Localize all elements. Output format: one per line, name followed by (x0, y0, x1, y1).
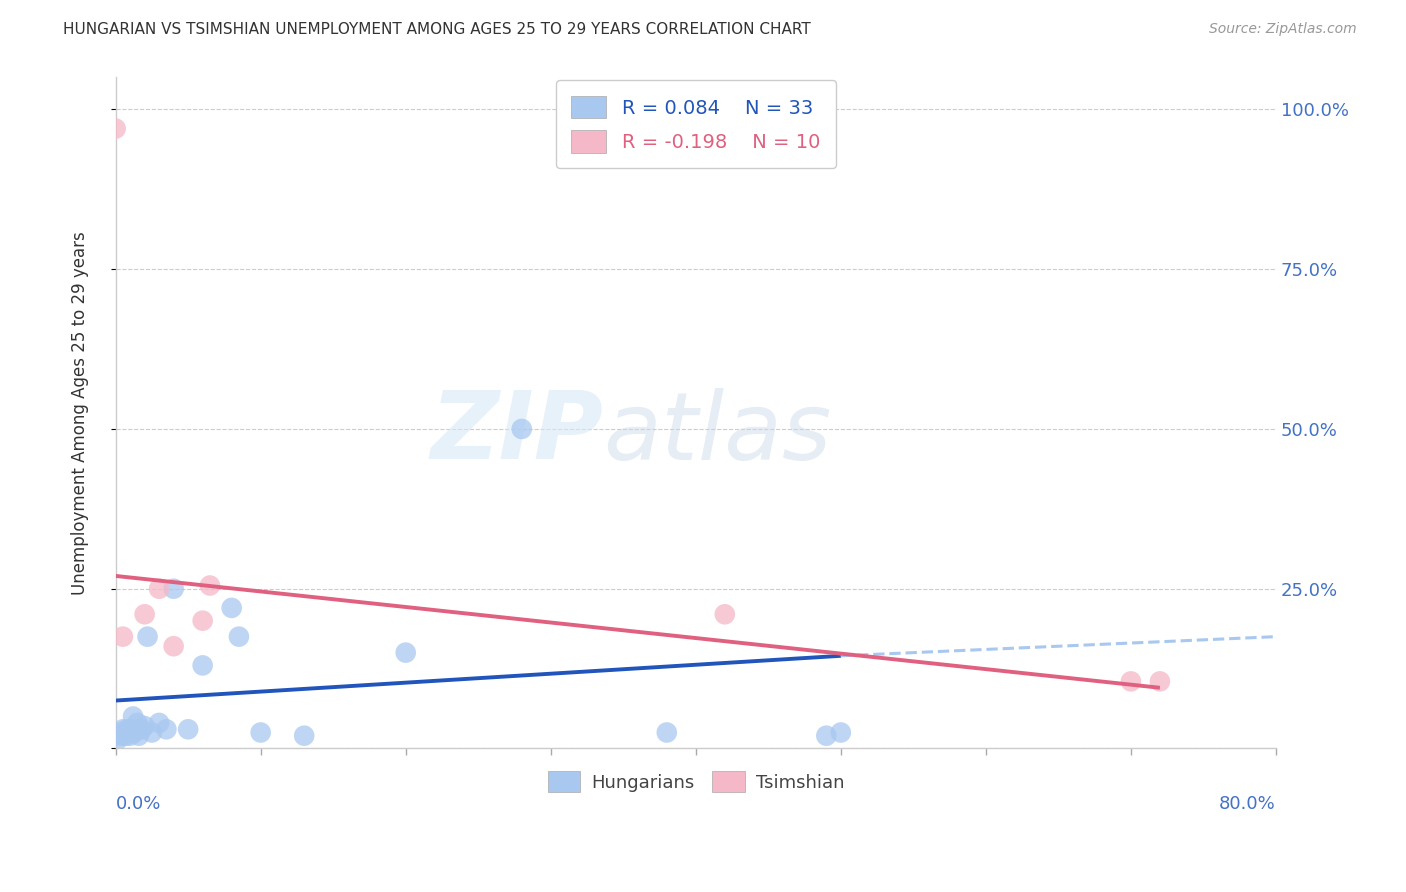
Text: atlas: atlas (603, 388, 831, 479)
Point (112, 725, 135, 739)
Point (148, 715, 170, 730)
Point (104, 121, 127, 136)
Point (830, 725, 852, 739)
Point (510, 422, 533, 436)
Point (163, 639, 186, 653)
Point (107, 731, 129, 746)
Point (815, 729, 838, 743)
Point (108, 725, 131, 739)
Point (134, 719, 156, 733)
Point (127, 715, 149, 730)
Point (655, 725, 678, 739)
Point (395, 646, 418, 660)
Point (131, 723, 153, 737)
Y-axis label: Unemployment Among Ages 25 to 29 years: Unemployment Among Ages 25 to 29 years (72, 231, 89, 595)
Point (714, 607, 737, 622)
Point (134, 607, 156, 622)
Point (1119, 674, 1142, 689)
Text: ZIP: ZIP (430, 387, 603, 479)
Point (163, 582, 186, 596)
Point (228, 630, 250, 644)
Legend: Hungarians, Tsimshian: Hungarians, Tsimshian (533, 756, 859, 806)
Point (221, 600, 243, 615)
Point (122, 709, 145, 723)
Point (191, 614, 214, 628)
Point (114, 729, 136, 743)
Point (111, 630, 134, 644)
Point (128, 729, 150, 743)
Point (191, 658, 214, 673)
Point (121, 723, 143, 737)
Point (155, 723, 177, 737)
Text: Source: ZipAtlas.com: Source: ZipAtlas.com (1209, 22, 1357, 37)
Text: 0.0%: 0.0% (115, 796, 162, 814)
Point (111, 723, 134, 737)
Point (141, 725, 163, 739)
Point (292, 729, 315, 743)
Point (136, 630, 159, 644)
Point (115, 723, 138, 737)
Point (148, 582, 170, 596)
Point (1149, 674, 1171, 689)
Point (104, 729, 127, 743)
Point (177, 723, 200, 737)
Text: 80.0%: 80.0% (1219, 796, 1277, 814)
Point (110, 729, 132, 743)
Point (249, 725, 271, 739)
Point (124, 725, 146, 739)
Point (120, 729, 142, 743)
Point (118, 725, 141, 739)
Point (198, 578, 221, 592)
Text: HUNGARIAN VS TSIMSHIAN UNEMPLOYMENT AMONG AGES 25 TO 29 YEARS CORRELATION CHART: HUNGARIAN VS TSIMSHIAN UNEMPLOYMENT AMON… (63, 22, 811, 37)
